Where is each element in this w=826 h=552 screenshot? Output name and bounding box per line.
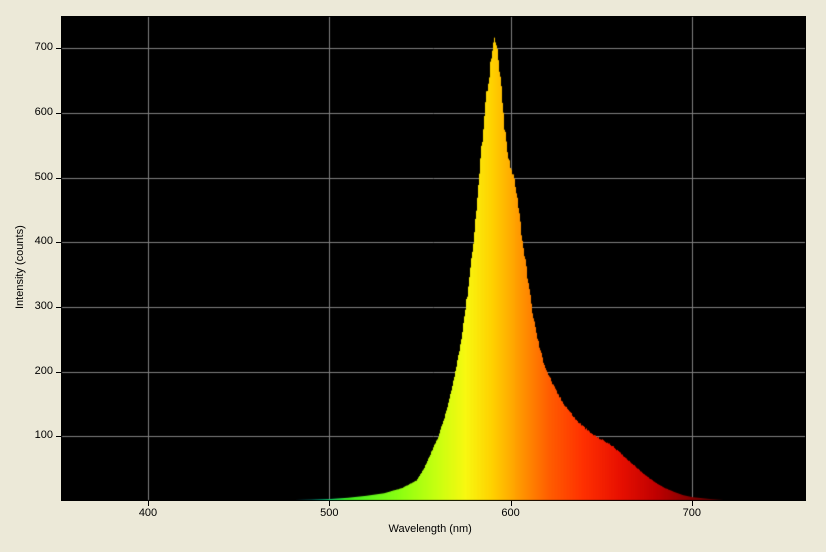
y-tick-label: 600	[0, 106, 53, 118]
x-tick-label: 400	[128, 507, 168, 519]
y-tick-label: 700	[0, 41, 53, 53]
y-tick-label: 100	[0, 429, 53, 441]
y-tick-label: 200	[0, 365, 53, 377]
spectrum-chart: 100 200 300 400 500 600 700 400 500 600 700 Inten…	[0, 0, 826, 552]
x-tick-label: 600	[491, 507, 531, 519]
y-tick-label: 500	[0, 171, 53, 183]
x-axis-label: Wavelength (nm)	[389, 523, 472, 535]
y-axis-label: Intensity (counts)	[14, 225, 26, 309]
x-tick-label: 500	[309, 507, 349, 519]
y-tick-label: 300	[0, 300, 53, 312]
x-tick-label: 700	[672, 507, 712, 519]
y-tick-label: 400	[0, 235, 53, 247]
plot-area	[61, 16, 806, 501]
